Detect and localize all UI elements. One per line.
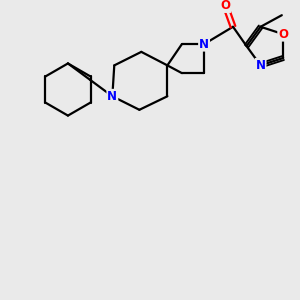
Text: N: N	[256, 59, 266, 72]
Text: N: N	[199, 38, 209, 51]
Text: O: O	[278, 28, 288, 41]
Text: O: O	[220, 0, 230, 12]
Text: N: N	[107, 90, 117, 103]
